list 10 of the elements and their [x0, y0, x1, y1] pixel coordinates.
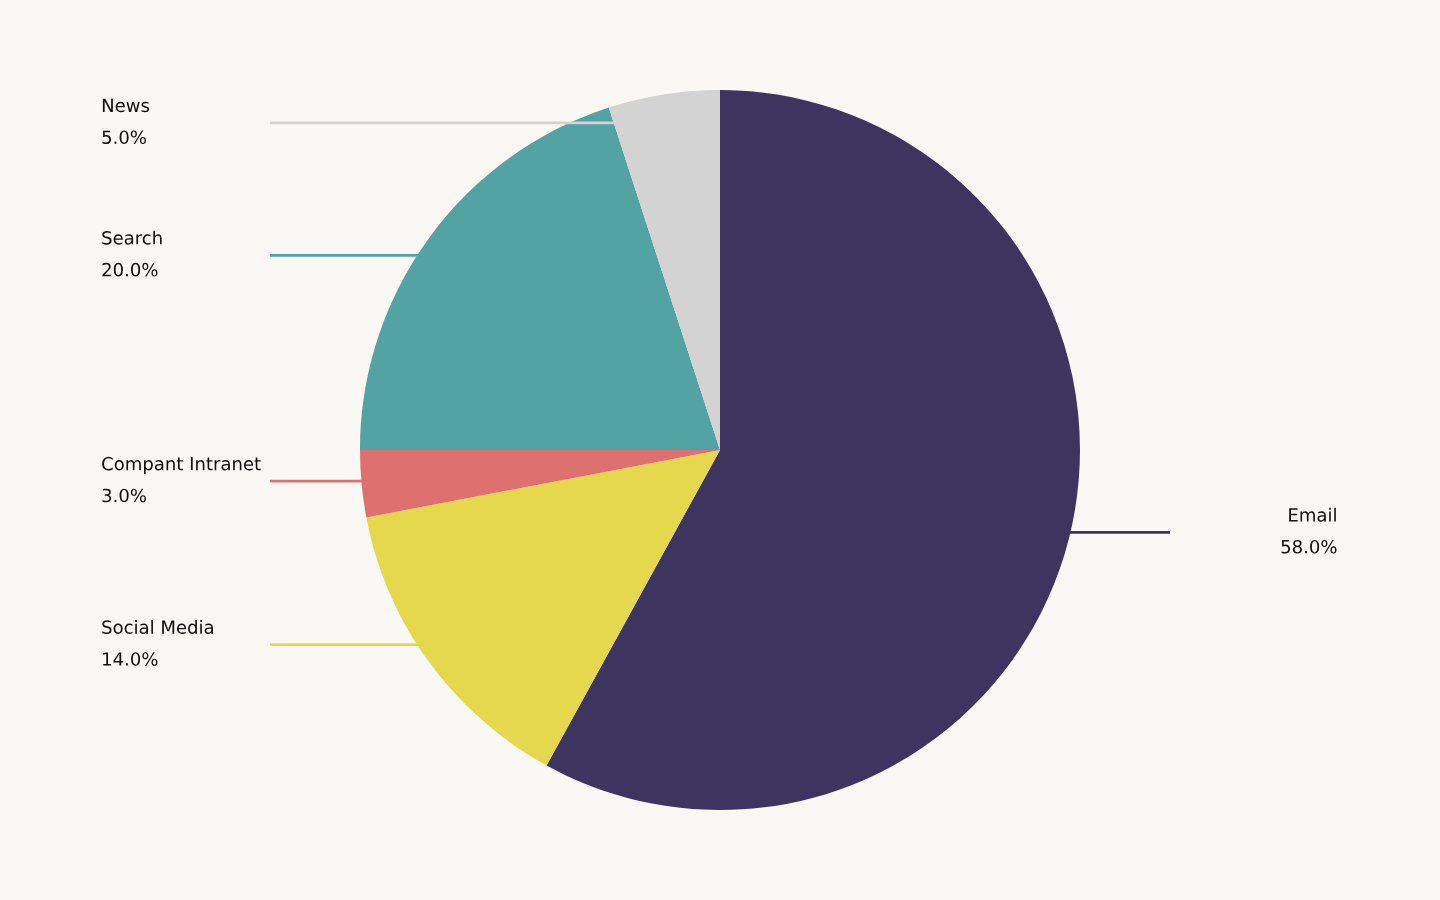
data-label: 5.0% [102, 130, 146, 145]
data-label: 58.0% [1281, 539, 1337, 554]
data-label: 14.0% [103, 652, 158, 666]
slice-label: News [102, 98, 150, 113]
slice-label: Compant Intranet [102, 456, 261, 474]
data-label: 3.0% [102, 488, 146, 503]
slice-label: Search [102, 230, 162, 245]
slice-label: Social Media [102, 620, 213, 634]
data-label: 20.0% [102, 262, 158, 277]
slice-label: Email [1289, 507, 1336, 522]
